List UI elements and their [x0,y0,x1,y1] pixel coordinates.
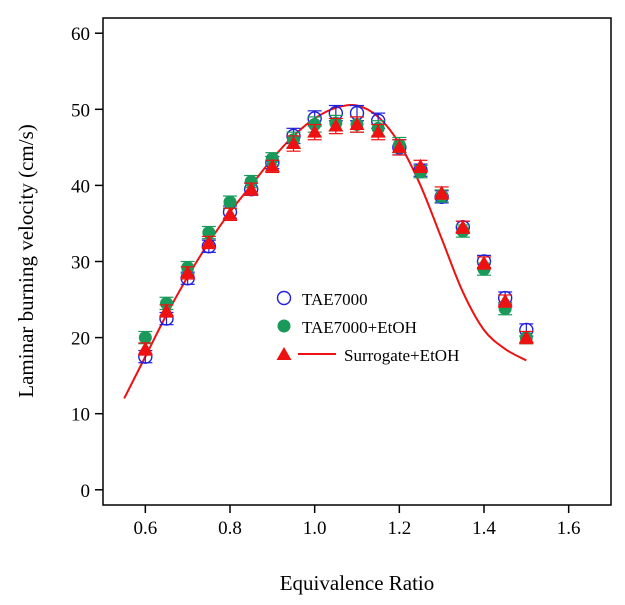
data-point [159,303,174,317]
y-tick-label: 20 [71,329,90,350]
y-tick-label: 10 [71,405,90,426]
data-point [180,265,196,279]
x-tick-label: 1.4 [472,518,496,539]
data-point [160,296,173,310]
y-tick-label: 40 [71,176,90,197]
y-tick-label: 30 [71,253,90,274]
data-point [138,331,152,345]
data-point [244,175,258,189]
axis-tick-labels: 0.6 0.8 1.0 1.2 1.4 1.6 0 10 20 30 40 50 60 [71,24,581,539]
y-tick-label: 50 [71,100,90,121]
data-point [243,181,259,195]
legend-label-surrogate-etoh: Surrogate+EtOH [344,346,459,365]
x-tick-label: 1.0 [303,518,327,539]
data-point [265,152,279,166]
data-point [391,139,407,153]
data-point [455,219,471,233]
legend-label-tae7000-etoh: TAE7000+EtOH [302,318,417,337]
x-tick-label: 0.8 [218,518,242,539]
x-axis-label: Equivalence Ratio [280,571,435,595]
y-axis-label: Laminar burning velocity (cm/s) [14,124,38,398]
data-point [518,330,534,344]
legend-marker-surrogate-etoh [276,347,292,360]
plot-frame [102,17,612,506]
legend-marker-tae7000 [276,290,292,306]
data-point [497,293,513,307]
data-point [307,124,323,138]
data-markers [137,104,534,364]
data-point [476,255,492,269]
x-tick-label: 0.6 [133,518,157,539]
y-tick-label: 60 [71,24,90,45]
data-point [286,136,301,150]
data-point [370,124,386,138]
series-tae7000-etoh [138,114,534,345]
data-point [223,195,237,209]
y-tick-label: 0 [81,481,91,502]
data-point [201,234,217,248]
x-tick-label: 1.6 [557,518,581,539]
data-point [434,185,450,199]
data-point [328,118,344,132]
series-surrogate-etoh [137,116,534,356]
data-point [413,158,428,172]
x-tick-label: 1.2 [387,518,411,539]
legend-label-tae7000: TAE7000 [302,290,368,309]
axis-ticks [95,32,570,513]
legend-marker-tae7000-etoh [277,319,291,333]
data-point [222,206,238,220]
legend: TAE7000 TAE7000+EtOH Surrogate+EtOH [276,290,459,365]
data-point [349,117,365,131]
data-point [264,158,280,172]
data-point [137,341,153,355]
